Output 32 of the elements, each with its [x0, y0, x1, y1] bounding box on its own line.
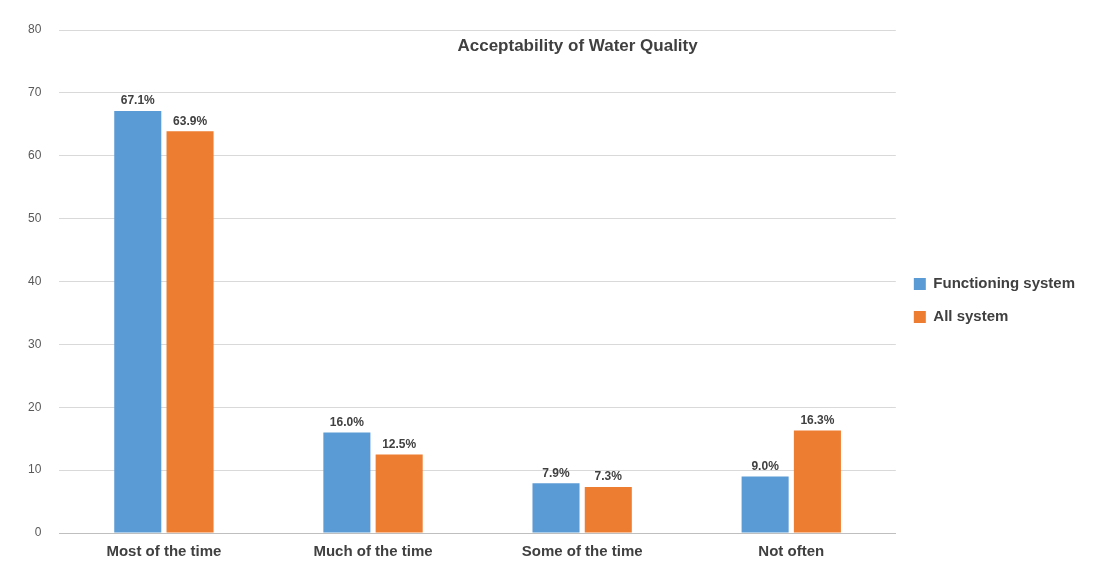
y-tick-label: 50 [27, 210, 42, 225]
bar [375, 454, 423, 533]
data-label: 12.5% [382, 436, 417, 451]
data-label: 7.9% [542, 465, 571, 480]
data-label: 16.3% [800, 412, 835, 427]
data-label: 7.3% [594, 469, 623, 484]
y-tick-label: 30 [27, 336, 42, 351]
data-label: 16.0% [329, 414, 365, 429]
x-tick-label: Most of the time [106, 542, 222, 560]
x-tick-label: Some of the time [521, 542, 643, 560]
y-tick-label: 80 [27, 22, 42, 37]
x-tick-label: Much of the time [313, 542, 433, 560]
bar [793, 430, 841, 533]
data-label: 63.9% [173, 113, 208, 128]
bar [741, 476, 789, 533]
y-tick-label: 60 [27, 148, 42, 163]
y-tick-label: 10 [27, 462, 42, 477]
bar [114, 111, 162, 533]
y-tick-label: 0 [34, 525, 42, 540]
data-label: 9.0% [751, 458, 780, 473]
chart-title: Acceptability of Water Quality [457, 36, 699, 56]
bar [166, 131, 214, 533]
legend-label: All system [933, 307, 1009, 325]
y-tick-label: 40 [27, 273, 42, 288]
data-label: 67.1% [120, 93, 156, 108]
bar [532, 483, 580, 533]
bar [323, 432, 371, 533]
bar [584, 487, 632, 533]
y-tick-label: 70 [27, 85, 42, 100]
y-tick-label: 20 [27, 399, 42, 414]
x-tick-label: Not often [758, 542, 825, 560]
legend-label: Functioning system [933, 274, 1076, 292]
